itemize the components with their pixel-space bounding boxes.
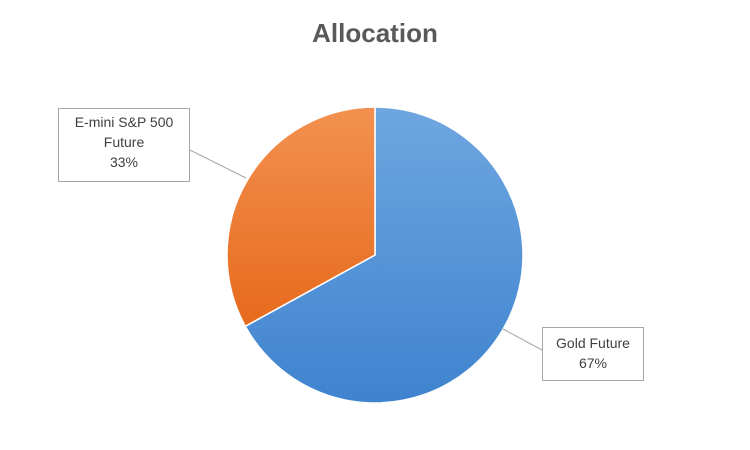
- data-label-emini-sp500-future: E-mini S&P 500 Future 33%: [58, 108, 190, 182]
- leader-line-emini: [189, 149, 247, 179]
- pie-slice-gold-future: [244, 106, 524, 404]
- chart-title: Allocation: [312, 18, 438, 48]
- data-label-emini-percent: 33%: [109, 154, 139, 170]
- data-label-emini-name-line-2: Future: [103, 134, 145, 150]
- leader-line-gold: [502, 328, 543, 351]
- data-label-gold-future: Gold Future 67%: [542, 327, 644, 381]
- pie-slice-emini-sp500-future: [226, 106, 376, 328]
- data-label-emini-name-line-1: E-mini S&P 500: [74, 114, 174, 130]
- data-label-gold-name: Gold Future: [556, 335, 630, 351]
- data-label-gold-percent: 67%: [578, 355, 608, 371]
